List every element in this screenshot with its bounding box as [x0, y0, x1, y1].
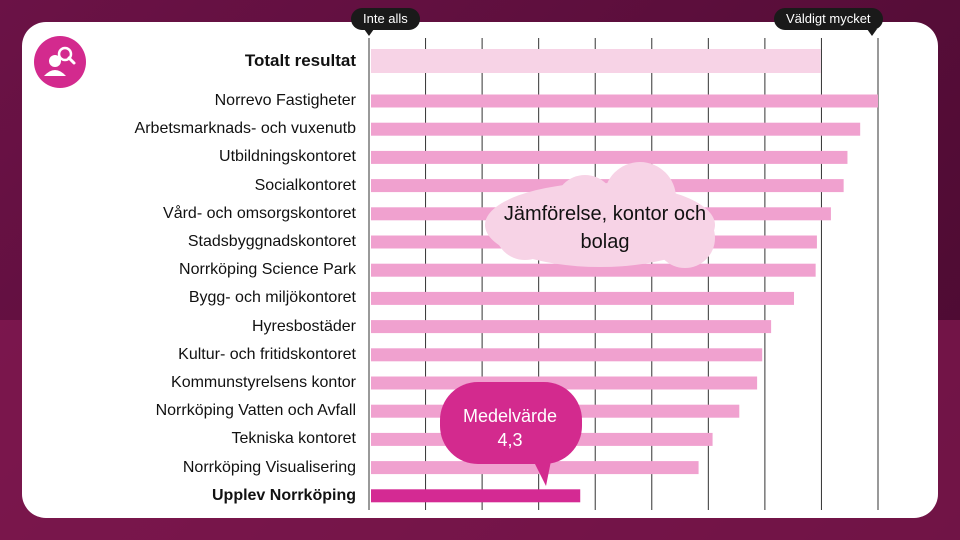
bar-total [371, 49, 821, 73]
bar-14 [371, 461, 699, 475]
category-label: Tekniska kontoret [231, 430, 356, 448]
category-label: Kommunstyrelsens kontor [171, 374, 356, 391]
category-label: Bygg- och miljökontoret [188, 289, 356, 307]
category-label: Socialkontoret [254, 176, 356, 194]
cloud-annotation: Jämförelse, kontor och bolag [503, 203, 707, 253]
bar-11 [371, 376, 758, 390]
bar-9 [371, 320, 772, 334]
category-label: Utbildningskontoret [219, 148, 356, 166]
scale-min-label: Inte alls [351, 8, 420, 36]
category-label: Norrköping Science Park [179, 261, 356, 279]
category-label: Norrköping Visualisering [182, 458, 356, 476]
category-label: Upplev Norrköping [211, 486, 356, 504]
scale-max-label: Väldigt mycket [774, 8, 883, 36]
bar-2 [371, 122, 861, 136]
mean-title: Medelvärde [462, 406, 558, 426]
bar-3 [371, 150, 848, 164]
bar-15 [371, 489, 581, 503]
cloud-shape [485, 162, 715, 268]
category-label: Totalt resultat [244, 51, 356, 70]
category-label: Norrevo Fastigheter [214, 92, 356, 109]
mean-annotation: Medelvärde 4,3 [440, 404, 580, 452]
category-label: Kultur- och fritidskontoret [178, 345, 356, 363]
mean-value: 4,3 [497, 430, 523, 450]
category-label: Norrköping Vatten och Avfall [155, 402, 356, 420]
bar-10 [371, 348, 763, 362]
category-label: Arbetsmarknads- och vuxenutb [134, 120, 356, 138]
bar-8 [371, 291, 795, 305]
category-label: Hyresbostäder [251, 317, 356, 335]
bar-1 [371, 94, 878, 108]
category-label: Vård- och omsorgskontoret [163, 204, 356, 222]
bar-7 [371, 263, 816, 277]
speech-bubble [440, 382, 582, 486]
person-search-icon [34, 36, 86, 88]
category-label: Stadsbyggnadskontoret [187, 233, 356, 250]
